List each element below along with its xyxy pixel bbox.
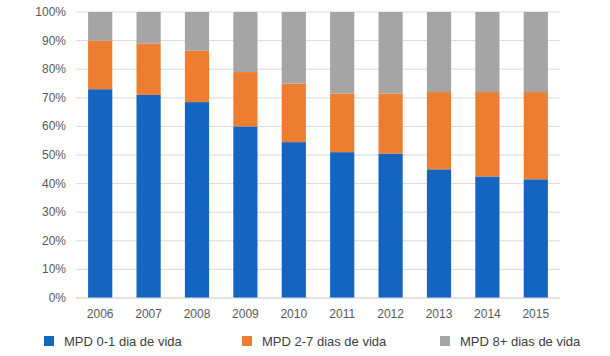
bar-segment [524,179,548,298]
bar-segment [88,12,112,41]
bar-segment [379,94,403,154]
legend-label: MPD 8+ dias de vida [460,334,581,349]
bar-segment [88,89,112,298]
legend: MPD 0-1 dia de vida MPD 2-7 dias de vida M… [44,334,581,349]
x-axis [76,298,560,299]
grid [76,12,560,298]
x-tick-label: 2012 [377,307,404,321]
bar-segment [282,12,306,84]
bar-segment [330,12,354,94]
y-tick-label: 60% [42,119,66,133]
x-tick-label: 2015 [522,307,549,321]
y-tick-label: 50% [42,148,66,162]
grid-line [76,298,560,299]
legend-label: MPD 2-7 dias de vida [262,334,387,349]
x-tick-label: 2010 [280,307,307,321]
x-tick-label: 2006 [87,307,114,321]
bar-segment [330,152,354,298]
bar-segment [330,94,354,153]
bars [88,12,548,298]
bar-segment [475,92,499,176]
y-tick-label: 90% [42,34,66,48]
bar-segment [475,12,499,92]
bar-segment [233,126,257,298]
x-tick-label: 2014 [474,307,501,321]
y-tick-label: 30% [42,205,66,219]
x-tick-label: 2007 [135,307,162,321]
bar-segment [427,12,451,92]
bar-segment [185,102,209,298]
legend-swatch [440,336,450,346]
bar-segment [427,92,451,169]
bar-segment [137,12,161,43]
bar-segment [137,95,161,298]
bar-segment [233,12,257,72]
bar-segment [379,154,403,298]
legend-label: MPD 0-1 dia de vida [64,334,183,349]
bar-segment [379,12,403,94]
legend-swatch [242,336,252,346]
chart: 0% 10% 20% 30% 40% 50% 60% 70% 80% 90% 100% 2006 200… [0,0,610,356]
y-tick-label: 70% [42,91,66,105]
bar-segment [524,12,548,92]
x-tick-label: 2008 [184,307,211,321]
y-tick-label: 10% [42,262,66,276]
y-tick-label: 80% [42,62,66,76]
bar-segment [282,84,306,143]
y-tick-label: 100% [35,5,66,19]
x-tick-label: 2009 [232,307,259,321]
bar-segment [185,12,209,51]
y-tick-label: 20% [42,234,66,248]
x-tick-label: 2011 [329,307,355,321]
bar-segment [137,43,161,94]
y-tick-label: 40% [42,177,66,191]
bar-segment [475,176,499,298]
bar-segment [427,169,451,298]
legend-swatch [44,336,54,346]
bar-segment [185,51,209,102]
bar-segment [282,142,306,298]
bar-segment [524,92,548,179]
x-tick-label: 2013 [426,307,453,321]
bar-segment [88,41,112,90]
bar-segment [233,72,257,126]
y-tick-label: 0% [49,291,67,305]
